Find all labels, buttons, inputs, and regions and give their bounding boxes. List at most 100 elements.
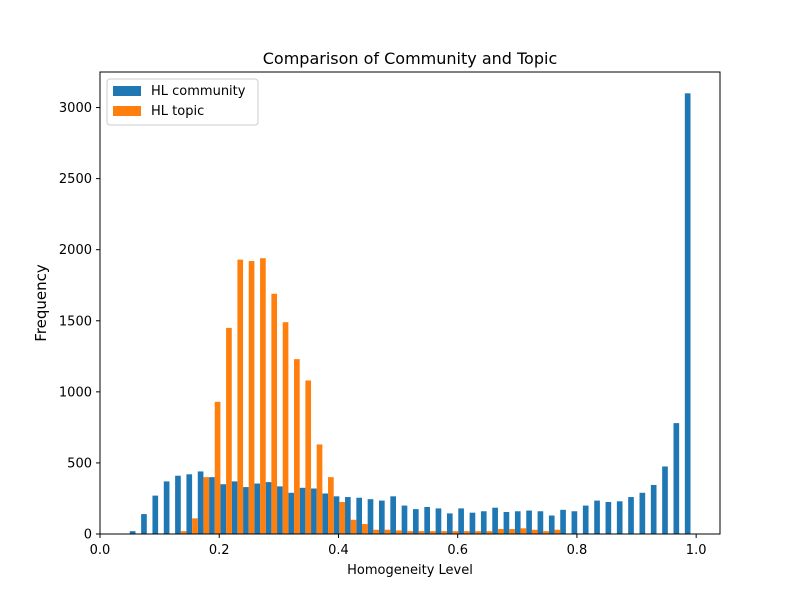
bar-hl-community bbox=[390, 496, 396, 534]
bar-hl-topic bbox=[429, 531, 436, 534]
bar-hl-community bbox=[673, 423, 680, 534]
x-tick-label: 1.0 bbox=[686, 543, 707, 558]
bar-hl-community bbox=[458, 508, 464, 534]
bar-hl-community bbox=[492, 507, 498, 534]
bar-hl-community bbox=[152, 495, 159, 534]
plot-area bbox=[129, 93, 691, 534]
chart-title: Comparison of Community and Topic bbox=[263, 49, 558, 68]
y-tick-label: 500 bbox=[67, 456, 92, 471]
y-tick-label: 1000 bbox=[59, 385, 92, 400]
x-tick-label: 0.6 bbox=[447, 543, 468, 558]
bar-hl-community bbox=[141, 514, 147, 534]
bar-hl-community bbox=[514, 511, 521, 534]
y-tick-label: 1500 bbox=[59, 314, 92, 329]
y-axis: 0 500 1000 1500 2000 2500 3000 bbox=[59, 101, 100, 543]
bar-hl-topic bbox=[531, 529, 538, 534]
bar-hl-community bbox=[129, 531, 136, 534]
bar-hl-topic bbox=[509, 529, 515, 534]
bar-hl-community bbox=[662, 466, 668, 534]
bar-hl-topic bbox=[384, 529, 391, 534]
bar-hl-community bbox=[650, 484, 657, 534]
bar-hl-community bbox=[526, 510, 532, 534]
bar-hl-topic bbox=[294, 359, 300, 534]
bar-hl-topic bbox=[305, 380, 312, 534]
y-tick-label: 2000 bbox=[59, 243, 92, 258]
bar-hl-topic bbox=[373, 529, 379, 534]
bar-hl-community bbox=[265, 482, 272, 534]
bar-hl-community bbox=[345, 497, 351, 534]
y-axis-label: Frequency bbox=[32, 264, 50, 342]
bar-hl-topic bbox=[486, 531, 493, 534]
legend-label-hl-community: HL community bbox=[151, 84, 246, 99]
bar-hl-topic bbox=[316, 444, 323, 534]
bar-hl-community bbox=[243, 487, 249, 534]
bar-hl-community bbox=[367, 499, 374, 534]
bar-hl-topic bbox=[339, 502, 346, 534]
bar-hl-topic bbox=[520, 528, 527, 534]
bar-hl-community bbox=[288, 492, 295, 534]
bar-hl-community bbox=[231, 481, 238, 534]
bar-hl-community bbox=[469, 512, 476, 534]
bar-hl-topic bbox=[237, 259, 244, 534]
bar-hl-community bbox=[571, 511, 578, 534]
bar-hl-community bbox=[220, 484, 227, 534]
bar-hl-topic bbox=[271, 293, 278, 534]
bar-hl-community bbox=[548, 515, 555, 534]
bar-hl-community bbox=[356, 497, 363, 534]
bar-hl-community bbox=[628, 497, 634, 534]
y-tick-label: 0 bbox=[84, 528, 92, 543]
legend-label-hl-topic: HL topic bbox=[151, 104, 204, 119]
bar-hl-community bbox=[435, 508, 442, 534]
bar-hl-community bbox=[480, 511, 487, 534]
bar-hl-community bbox=[446, 513, 453, 534]
bar-hl-community bbox=[503, 511, 510, 534]
bar-hl-community bbox=[401, 505, 408, 534]
legend-box bbox=[106, 78, 259, 126]
legend-swatch-hl-topic bbox=[113, 106, 141, 116]
bar-hl-topic bbox=[328, 477, 334, 534]
bar-hl-topic bbox=[192, 518, 198, 534]
bar-hl-community bbox=[209, 477, 215, 534]
bar-hl-topic bbox=[475, 531, 481, 534]
bar-hl-topic bbox=[543, 531, 549, 534]
bar-hl-topic bbox=[226, 327, 232, 534]
bar-hl-topic bbox=[260, 258, 266, 534]
bar-hl-community bbox=[186, 474, 193, 534]
bar-hl-topic bbox=[362, 524, 368, 534]
bar-hl-topic bbox=[554, 529, 561, 534]
bar-hl-community bbox=[537, 511, 544, 534]
bar-hl-community bbox=[163, 481, 170, 534]
bar-hl-topic bbox=[180, 531, 187, 534]
bar-hl-community bbox=[616, 501, 623, 534]
bar-hl-community bbox=[254, 483, 261, 534]
legend-swatch-hl-community bbox=[113, 86, 141, 96]
bar-hl-community bbox=[175, 475, 181, 534]
bar-hl-community bbox=[299, 487, 306, 534]
bar-hl-community bbox=[197, 471, 204, 534]
bar-hl-community bbox=[333, 496, 340, 534]
bar-hl-topic bbox=[282, 322, 289, 534]
bar-hl-community bbox=[412, 509, 419, 534]
bar-hl-topic bbox=[497, 529, 504, 534]
bar-hl-topic bbox=[350, 519, 357, 534]
y-tick-label: 2500 bbox=[59, 172, 92, 187]
x-axis: 0.0 0.2 0.4 0.6 0.8 1.0 bbox=[90, 534, 707, 558]
x-tick-label: 0.2 bbox=[209, 543, 230, 558]
bar-hl-topic bbox=[452, 531, 459, 534]
bar-hl-community bbox=[379, 500, 385, 534]
bar-hl-community bbox=[605, 502, 612, 534]
bar-hl-topic bbox=[214, 401, 221, 534]
plot-frame bbox=[99, 71, 721, 535]
bar-hl-topic bbox=[407, 531, 413, 534]
bar-hl-topic bbox=[203, 477, 210, 534]
bar-hl-community bbox=[322, 493, 329, 534]
bar-hl-community bbox=[424, 506, 430, 534]
x-tick-label: 0.4 bbox=[328, 543, 349, 558]
bar-hl-community bbox=[277, 486, 283, 534]
x-axis-label: Homogeneity Level bbox=[347, 563, 473, 578]
bar-hl-topic bbox=[463, 531, 470, 534]
y-tick-label: 3000 bbox=[59, 101, 92, 116]
x-tick-label: 0.8 bbox=[567, 543, 588, 558]
